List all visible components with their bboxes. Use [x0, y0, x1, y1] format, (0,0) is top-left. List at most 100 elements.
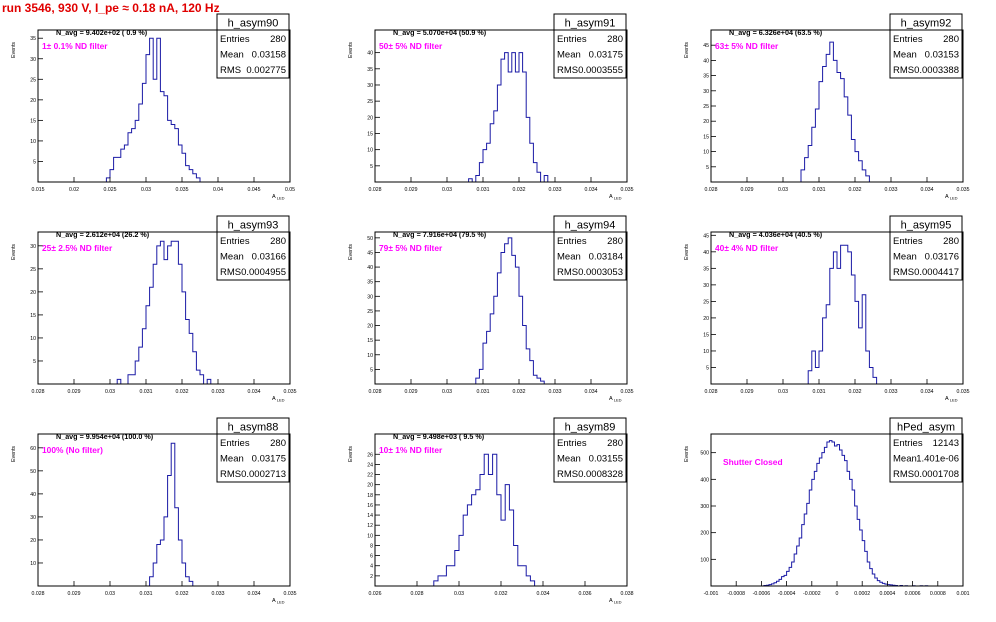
- x-tick-label: 0.028: [369, 389, 382, 395]
- stat-label: Entries: [220, 236, 250, 247]
- stats-box: [889, 29, 963, 79]
- stats-box: [216, 231, 290, 281]
- y-axis-title: Events: [348, 446, 354, 462]
- stat-value: 0.03175: [589, 50, 623, 61]
- y-tick-label: 10: [703, 349, 709, 355]
- y-axis-title: Events: [348, 244, 354, 260]
- stat-value: 280: [607, 34, 623, 45]
- histogram-name: h_asym90: [228, 18, 279, 30]
- histogram-line: [468, 52, 549, 182]
- x-tick-label: 0.032: [849, 187, 862, 193]
- stat-value: 0.0004955: [241, 267, 286, 278]
- x-axis-title-subscript: LED: [276, 196, 285, 201]
- x-tick-label: -0.0006: [753, 591, 771, 597]
- x-tick-label: 0.05: [285, 187, 295, 193]
- y-tick-label: 10: [703, 150, 709, 156]
- filter-label: 25± 2.5% ND filter: [42, 243, 113, 253]
- x-tick-label: 0.029: [68, 389, 81, 395]
- stat-value: 0.03176: [925, 252, 959, 263]
- x-tick-label: 0.001: [957, 591, 970, 597]
- x-axis-title: A LED: [609, 598, 622, 605]
- x-tick-label: 0.031: [477, 389, 490, 395]
- stat-label: Entries: [893, 236, 923, 247]
- x-tick-label: 0.034: [585, 187, 598, 193]
- histogram-name: h_asym94: [565, 220, 616, 232]
- y-tick-label: 10: [367, 353, 373, 359]
- y-tick-label: 26: [367, 452, 373, 458]
- y-tick-label: 60: [30, 446, 36, 452]
- y-tick-label: 5: [706, 365, 709, 371]
- x-tick-label: 0.04: [213, 187, 223, 193]
- stat-label: RMS: [220, 469, 241, 480]
- x-tick-label: 0.03: [778, 187, 788, 193]
- histogram-line: [105, 37, 201, 182]
- y-axis-title: Events: [684, 446, 690, 462]
- x-tick-label: 0.028: [32, 591, 45, 597]
- x-tick-label: 0.029: [68, 591, 81, 597]
- x-tick-label: 0.035: [621, 389, 634, 395]
- x-tick-label: 0.03: [454, 591, 464, 597]
- x-tick-label: 0: [836, 591, 839, 597]
- y-tick-label: 400: [700, 477, 709, 483]
- filter-label: Shutter Closed: [723, 457, 783, 467]
- x-tick-label: 0.031: [813, 187, 826, 193]
- stat-value: 0.03155: [589, 454, 623, 465]
- x-tick-label: 0.033: [549, 389, 562, 395]
- y-tick-label: 30: [703, 283, 709, 289]
- x-tick-label: 0.033: [212, 389, 225, 395]
- y-tick-label: 22: [367, 473, 373, 479]
- y-tick-label: 40: [367, 51, 373, 57]
- filter-label: 79± 5% ND filter: [379, 243, 443, 253]
- x-tick-label: 0.03: [105, 389, 115, 395]
- y-tick-label: 40: [30, 492, 36, 498]
- y-tick-label: 40: [367, 265, 373, 271]
- stat-label: Mean: [220, 50, 244, 61]
- histogram-line: [800, 41, 870, 182]
- y-tick-label: 50: [30, 469, 36, 475]
- x-tick-label: 0.0008: [930, 591, 946, 597]
- x-tick-label: 0.03: [778, 389, 788, 395]
- x-tick-label: 0.034: [537, 591, 550, 597]
- x-axis-title-subscript: LED: [949, 398, 958, 403]
- y-tick-label: 20: [703, 316, 709, 322]
- navg-label: N_avg = 6.326e+04 (63.5 %): [729, 28, 823, 37]
- x-tick-label: 0.03: [141, 187, 151, 193]
- stat-label: Entries: [557, 34, 587, 45]
- y-tick-label: 15: [367, 338, 373, 344]
- plot-frame: [374, 231, 628, 385]
- stat-label: RMS: [557, 65, 578, 76]
- x-tick-label: 0.03: [105, 591, 115, 597]
- y-tick-label: 45: [703, 43, 709, 49]
- stat-label: RMS: [893, 267, 914, 278]
- x-tick-label: 0.033: [885, 187, 898, 193]
- x-tick-label: 0.032: [849, 389, 862, 395]
- x-tick-label: 0.045: [248, 187, 261, 193]
- x-axis-title: A LED: [272, 194, 285, 201]
- y-tick-label: 45: [703, 233, 709, 239]
- stat-label: Mean: [893, 50, 917, 61]
- filter-label: 100% (No filter): [42, 445, 103, 455]
- filter-label: 50± 5% ND filter: [379, 41, 443, 51]
- x-axis-title-subscript: LED: [276, 600, 285, 605]
- y-tick-label: 20: [367, 324, 373, 330]
- stat-value: 280: [270, 34, 286, 45]
- x-tick-label: 0.03: [442, 187, 452, 193]
- x-tick-label: 0.028: [705, 187, 718, 193]
- y-tick-label: 20: [30, 290, 36, 296]
- stat-label: Mean: [557, 50, 581, 61]
- x-axis-title-subscript: LED: [276, 398, 285, 403]
- x-tick-label: 0.032: [513, 187, 526, 193]
- y-tick-label: 12: [367, 523, 373, 529]
- stats-box: [553, 231, 627, 281]
- x-tick-label: 0.031: [140, 591, 153, 597]
- y-tick-label: 30: [30, 515, 36, 521]
- y-tick-label: 10: [30, 139, 36, 145]
- x-tick-label: 0.035: [957, 389, 970, 395]
- x-tick-label: 0.028: [411, 591, 424, 597]
- x-tick-label: 0.029: [741, 389, 754, 395]
- x-tick-label: 0.032: [513, 389, 526, 395]
- stat-label: RMS: [893, 65, 914, 76]
- histogram-name: h_asym92: [901, 18, 952, 30]
- x-tick-label: 0.025: [104, 187, 117, 193]
- y-tick-label: 2: [370, 574, 373, 580]
